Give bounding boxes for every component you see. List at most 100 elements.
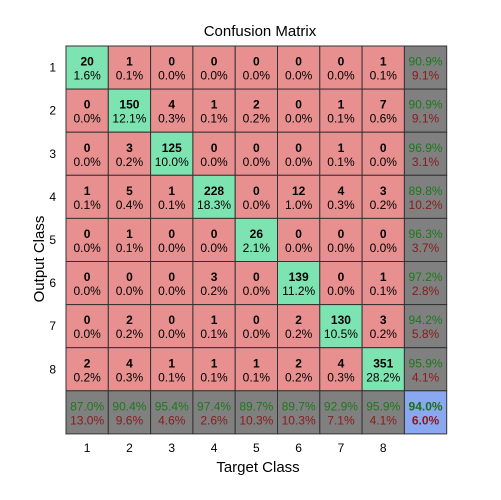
matrix-cell	[150, 347, 194, 392]
cell-percent-label: 1.6%	[73, 69, 101, 83]
cell-percent-label: 0.1%	[200, 370, 228, 384]
row-accuracy-label: 90.9%	[409, 98, 443, 112]
matrix-cell	[192, 88, 236, 133]
cell-percent-label: 0.0%	[285, 69, 313, 83]
cell-percent-label: 0.1%	[327, 155, 355, 169]
cell-count-label: 4	[338, 184, 345, 198]
y-tick-label: 6	[49, 276, 56, 290]
cell-count-label: 5	[126, 184, 133, 198]
cell-count-label: 2	[295, 356, 302, 370]
column-error-label: 10.3%	[282, 413, 316, 427]
cell-percent-label: 11.2%	[282, 284, 315, 298]
row-error-label: 10.2%	[409, 198, 443, 212]
row-accuracy-label: 94.2%	[409, 313, 443, 327]
cell-percent-label: 0.1%	[116, 69, 144, 83]
column-accuracy-label: 95.9%	[366, 399, 400, 413]
column-accuracy-label: 89.7%	[239, 399, 273, 413]
cell-count-label: 0	[253, 141, 260, 155]
cell-count-label: 0	[253, 55, 260, 69]
cell-count-label: 20	[80, 55, 94, 69]
cell-count-label: 0	[84, 141, 91, 155]
column-summary-cell	[277, 390, 321, 435]
row-error-label: 3.7%	[412, 241, 440, 255]
cell-count-label: 0	[168, 227, 175, 241]
cell-count-label: 0	[211, 141, 218, 155]
diagonal-cell	[107, 88, 152, 133]
cell-percent-label: 0.0%	[200, 155, 228, 169]
cell-percent-label: 0.0%	[370, 241, 398, 255]
row-error-label: 4.1%	[412, 370, 440, 384]
cell-count-label: 1	[211, 356, 218, 370]
row-error-label: 2.8%	[412, 284, 440, 298]
cell-percent-label: 0.1%	[370, 69, 398, 83]
cell-percent-label: 0.0%	[116, 284, 144, 298]
y-tick-label: 4	[49, 190, 56, 204]
cell-count-label: 1	[380, 55, 387, 69]
row-error-label: 5.8%	[412, 327, 440, 341]
cell-percent-label: 28.2%	[366, 370, 400, 384]
cell-count-label: 130	[331, 313, 351, 327]
matrix-labels: 201.6%10.1%00.0%00.0%00.0%00.0%00.0%10.1…	[49, 55, 443, 455]
cell-count-label: 0	[295, 141, 302, 155]
cell-percent-label: 0.2%	[285, 327, 313, 341]
cell-percent-label: 0.2%	[370, 327, 398, 341]
cell-count-label: 351	[373, 356, 393, 370]
diagonal-cell	[192, 174, 236, 219]
cell-percent-label: 0.1%	[158, 370, 186, 384]
matrix-cell	[234, 174, 278, 219]
matrix-cell	[150, 174, 194, 219]
cell-percent-label: 0.0%	[243, 198, 271, 212]
cell-count-label: 0	[253, 270, 260, 284]
matrix-cell	[361, 88, 405, 133]
matrix-cell	[319, 131, 363, 176]
cell-percent-label: 0.0%	[243, 327, 271, 341]
row-accuracy-label: 95.9%	[409, 356, 443, 370]
matrix-cell	[107, 45, 152, 90]
matrix-cell	[107, 304, 152, 349]
cell-count-label: 150	[119, 98, 139, 112]
row-accuracy-label: 90.9%	[409, 55, 443, 69]
y-tick-label: 7	[49, 319, 56, 333]
matrix-cell	[277, 131, 321, 176]
cell-count-label: 0	[84, 270, 91, 284]
x-tick-label: 3	[168, 441, 175, 455]
row-accuracy-label: 89.8%	[409, 184, 443, 198]
matrix-cell	[361, 217, 405, 262]
column-accuracy-label: 97.4%	[197, 399, 231, 413]
cell-count-label: 1	[380, 270, 387, 284]
column-summary-cell	[234, 390, 278, 435]
column-error-label: 4.6%	[158, 413, 186, 427]
cell-percent-label: 0.0%	[158, 69, 186, 83]
overall-accuracy-cell	[403, 390, 448, 435]
cell-percent-label: 0.3%	[116, 370, 144, 384]
cell-percent-label: 0.2%	[285, 370, 313, 384]
cell-count-label: 0	[338, 270, 345, 284]
overall-accuracy-label: 94.0%	[409, 399, 443, 413]
y-tick-label: 1	[49, 61, 56, 75]
cell-count-label: 0	[253, 313, 260, 327]
cell-percent-label: 0.2%	[116, 327, 144, 341]
x-axis-label: Target Class	[216, 459, 299, 476]
cell-count-label: 4	[126, 356, 133, 370]
matrix-cell	[277, 88, 321, 133]
cell-count-label: 1	[84, 184, 91, 198]
cell-percent-label: 2.1%	[243, 241, 271, 255]
y-tick-label: 2	[49, 104, 56, 118]
row-summary-cell	[403, 174, 448, 219]
cell-count-label: 1	[338, 141, 345, 155]
row-summary-cell	[403, 217, 448, 262]
column-error-label: 10.3%	[239, 413, 273, 427]
cell-percent-label: 1.0%	[285, 198, 313, 212]
cell-count-label: 0	[338, 227, 345, 241]
row-error-label: 9.1%	[412, 112, 440, 126]
cell-count-label: 2	[84, 356, 91, 370]
cell-percent-label: 0.0%	[327, 69, 355, 83]
row-error-label: 3.1%	[412, 155, 440, 169]
cell-count-label: 12	[292, 184, 306, 198]
cell-count-label: 1	[126, 55, 133, 69]
cell-percent-label: 0.0%	[370, 155, 398, 169]
row-accuracy-label: 97.2%	[409, 270, 443, 284]
cell-percent-label: 0.0%	[285, 112, 313, 126]
y-tick-label: 8	[49, 362, 56, 376]
